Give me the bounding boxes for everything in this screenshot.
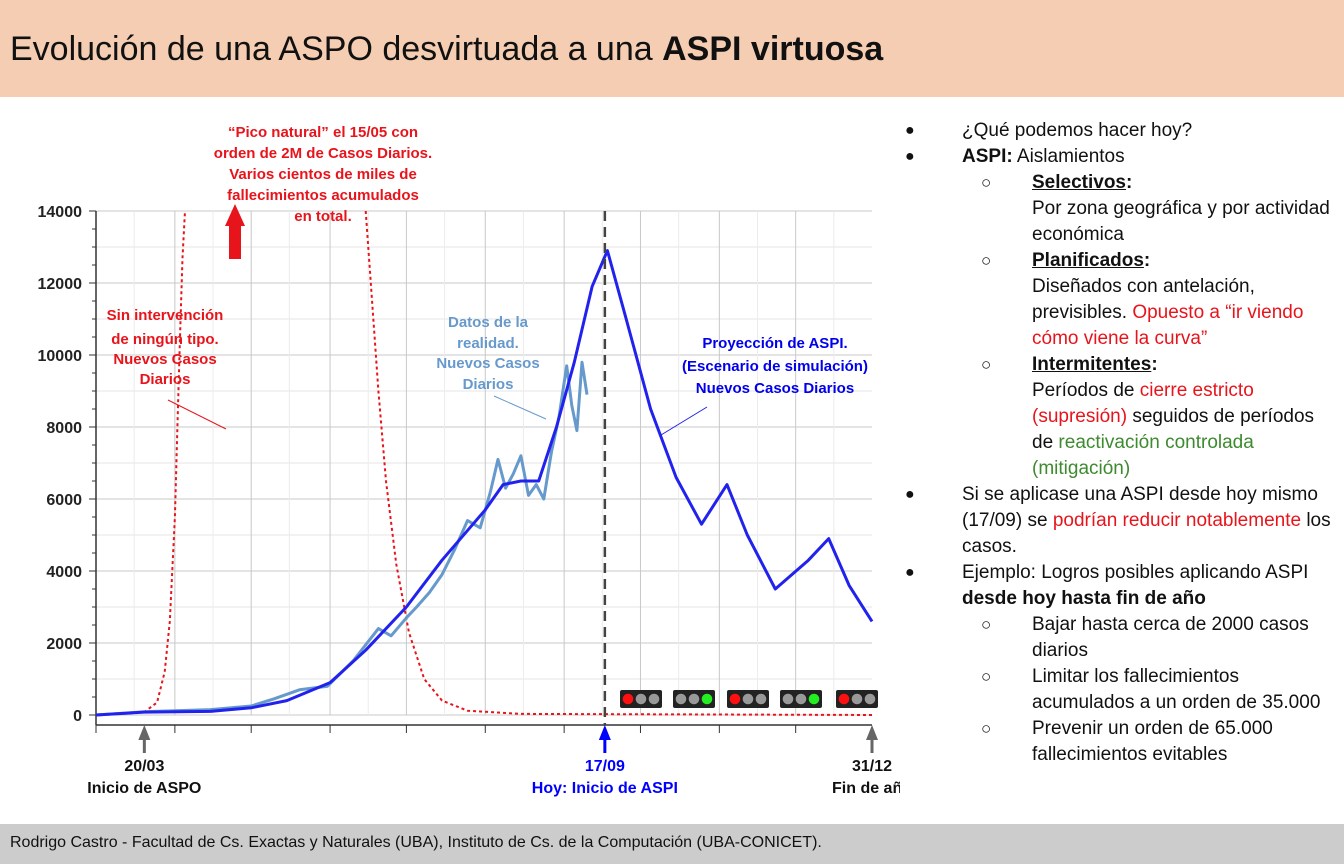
no-intervention-label: de ningún tipo. bbox=[111, 331, 218, 348]
marker-label: Inicio de ASPO bbox=[87, 780, 201, 797]
y-tick-label: 10000 bbox=[38, 348, 83, 365]
traffic-light-icon bbox=[673, 690, 715, 708]
slide-title: Evolución de una ASPO desvirtuada a una … bbox=[10, 30, 883, 69]
peak-arrow-head bbox=[225, 204, 245, 226]
sub-bullet-item: ○ Intermitentes: Períodos de cierre estric… bbox=[981, 354, 1315, 479]
footer-credit: Rodrigo Castro - Facultad de Cs. Exactas… bbox=[10, 834, 822, 851]
peak-annotation-line: fallecimientos acumulados bbox=[227, 187, 419, 204]
traffic-light-lamp bbox=[864, 693, 876, 705]
no-intervention-label: Nuevos Casos bbox=[113, 351, 216, 368]
no-intervention-label: Diarios bbox=[140, 371, 191, 388]
traffic-light-lamp bbox=[729, 693, 741, 705]
traffic-light-lamp bbox=[688, 693, 700, 705]
traffic-light-lamp bbox=[742, 693, 754, 705]
no-intervention-pointer bbox=[167, 399, 227, 430]
traffic-light-lamp bbox=[622, 693, 634, 705]
traffic-light-lamp bbox=[851, 693, 863, 705]
sub-bullet-item: ○ Prevenir un orden de 65.000 fallecimien… bbox=[981, 718, 1273, 765]
series-line-reality bbox=[95, 360, 589, 717]
marker-arrow-head bbox=[138, 725, 151, 740]
sub-bullet-item: ○ Selectivos: Por zona geográfica y por ac… bbox=[981, 172, 1330, 245]
y-tick-label: 6000 bbox=[46, 492, 82, 509]
y-tick-label: 0 bbox=[73, 708, 82, 725]
sub-bullet-item: ○ Planificados: Diseñados con antelación, … bbox=[981, 250, 1304, 349]
chart-grid bbox=[95, 210, 872, 716]
traffic-light-lamp bbox=[701, 693, 713, 705]
aspi-label: Proyección de ASPI. bbox=[702, 335, 847, 352]
date-markers: 20/03 Inicio de ASPO 17/09 Hoy: Inicio de A… bbox=[87, 211, 900, 797]
peak-annotation-line: orden de 2M de Casos Diarios. bbox=[214, 145, 432, 162]
traffic-light-icon bbox=[727, 690, 769, 708]
marker-arrow-head bbox=[866, 725, 878, 740]
chart-axes: 0 2000 4000 6000 8000 10000 12000 14000 bbox=[38, 204, 872, 733]
aspi-label: (Escenario de simulación) bbox=[682, 358, 868, 375]
slide-footer: Rodrigo Castro - Facultad de Cs. Exactas… bbox=[0, 824, 1344, 864]
sub-bullet-item: ○ Bajar hasta cerca de 2000 casos diarios bbox=[981, 614, 1309, 661]
traffic-light-icon bbox=[620, 690, 662, 708]
traffic-light-lamp bbox=[648, 693, 660, 705]
traffic-light-lamp bbox=[782, 693, 794, 705]
bullet-item: ● ¿Qué podemos hacer hoy? bbox=[905, 120, 1193, 141]
y-tick-label: 8000 bbox=[46, 420, 82, 437]
marker-date: 17/09 bbox=[585, 758, 625, 775]
peak-annotation-line: en total. bbox=[294, 208, 352, 225]
aspi-label: Nuevos Casos Diarios bbox=[696, 380, 854, 397]
traffic-light-icon bbox=[780, 690, 822, 708]
bullet-item: ● Ejemplo: Logros posibles aplicando ASPI… bbox=[905, 562, 1309, 609]
traffic-light-lamp bbox=[838, 693, 850, 705]
traffic-light-lamp bbox=[808, 693, 820, 705]
marker-label: Hoy: Inicio de ASPI bbox=[532, 780, 678, 797]
y-tick-label: 2000 bbox=[46, 636, 82, 653]
peak-annotation-line: Varios cientos de miles de bbox=[229, 166, 417, 183]
chart-series bbox=[95, 204, 874, 717]
y-tick-label: 12000 bbox=[38, 276, 83, 293]
reality-label: Datos de la bbox=[448, 314, 529, 331]
reality-label: realidad. bbox=[457, 335, 519, 352]
traffic-light-lamp bbox=[675, 693, 687, 705]
sub-bullet-item: ○ Limitar los fallecimientos acumulados a… bbox=[981, 666, 1321, 713]
marker-arrow-head bbox=[598, 725, 611, 740]
peak-annotation-line: “Pico natural” el 15/05 con bbox=[228, 124, 418, 141]
traffic-light-lamp bbox=[635, 693, 647, 705]
title-regular: Evolución de una ASPO desvirtuada a una bbox=[10, 30, 653, 68]
series-line-no-intervention bbox=[95, 210, 186, 716]
marker-date: 31/12 bbox=[852, 758, 892, 775]
series-line-no-intervention-decline bbox=[364, 210, 873, 716]
title-bold: ASPI virtuosa bbox=[662, 30, 884, 68]
reality-label: Nuevos Casos bbox=[436, 355, 539, 372]
cases-chart: 0 2000 4000 6000 8000 10000 12000 14000 20/03 In… bbox=[38, 124, 901, 797]
marker-label: Fin de año bbox=[832, 780, 900, 797]
bullet-item: ● Si se aplicase una ASPI desde hoy mismo… bbox=[905, 484, 1331, 557]
traffic-light-icon bbox=[836, 690, 878, 708]
reality-label: Diarios bbox=[463, 376, 514, 393]
slide-header: Evolución de una ASPO desvirtuada a una … bbox=[0, 0, 1344, 97]
y-tick-label: 4000 bbox=[46, 564, 82, 581]
bullet-item: ● ASPI: Aislamientos bbox=[905, 146, 1125, 167]
chart-annotations: “Pico natural” el 15/05 con orden de 2M … bbox=[107, 124, 868, 436]
aspi-pointer bbox=[660, 406, 708, 436]
marker-date: 20/03 bbox=[124, 758, 164, 775]
y-tick-label: 14000 bbox=[38, 204, 83, 221]
series-line-aspi-projection bbox=[95, 249, 874, 717]
bullet-list: ● ¿Qué podemos hacer hoy? ● ASPI: Aislamie… bbox=[905, 118, 1335, 768]
traffic-light-lamp bbox=[795, 693, 807, 705]
no-intervention-label: Sin intervención bbox=[107, 307, 224, 324]
traffic-light-lamp bbox=[755, 693, 767, 705]
reality-pointer bbox=[493, 395, 547, 420]
peak-arrow-shaft bbox=[229, 224, 241, 259]
traffic-lights bbox=[620, 690, 878, 708]
